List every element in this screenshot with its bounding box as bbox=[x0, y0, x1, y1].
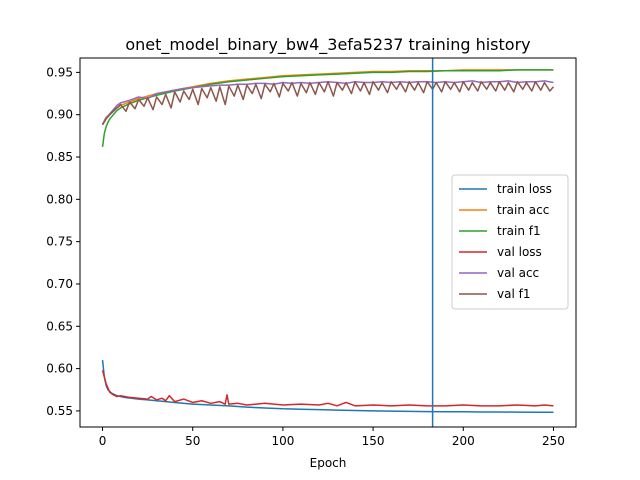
y-tick-label: 0.70 bbox=[46, 277, 73, 291]
legend-label-val-f1: val f1 bbox=[497, 287, 530, 301]
x-axis-label: Epoch bbox=[310, 456, 347, 470]
y-tick-label: 0.65 bbox=[46, 319, 73, 333]
x-tick-label: 250 bbox=[542, 434, 565, 448]
chart-title: onet_model_binary_bw4_3efa5237 training … bbox=[125, 35, 530, 55]
legend: train loss train acc train f1 val loss val a… bbox=[451, 174, 569, 310]
x-tick-label: 100 bbox=[271, 434, 294, 448]
legend-label-val-acc: val acc bbox=[497, 266, 539, 280]
x-tick-label: 50 bbox=[185, 434, 200, 448]
y-tick-label: 0.75 bbox=[46, 235, 73, 249]
series-line-train-f1 bbox=[101, 69, 554, 147]
x-tick-label: 150 bbox=[362, 434, 385, 448]
legend-box bbox=[451, 174, 569, 310]
y-tick-label: 0.60 bbox=[46, 362, 73, 376]
y-tick-label: 0.55 bbox=[46, 404, 73, 418]
series-line-val-f1 bbox=[101, 80, 555, 126]
x-axis: 0 50 100 150 200 250 bbox=[99, 427, 565, 448]
x-tick-label: 0 bbox=[99, 434, 107, 448]
series-line-val-loss bbox=[101, 370, 554, 407]
legend-label-train-acc: train acc bbox=[497, 203, 549, 217]
axes-frame bbox=[79, 57, 577, 428]
x-tick-label: 200 bbox=[452, 434, 475, 448]
legend-label-train-loss: train loss bbox=[497, 182, 552, 196]
legend-label-train-f1: train f1 bbox=[497, 224, 541, 238]
legend-entries: train loss train acc train f1 val loss val a… bbox=[459, 182, 552, 301]
series-layer bbox=[101, 69, 555, 413]
y-tick-label: 0.95 bbox=[46, 65, 73, 79]
legend-label-val-loss: val loss bbox=[497, 245, 542, 259]
y-axis: 0.55 0.60 0.65 0.70 0.75 0.80 0.85 0.90 0.95 bbox=[46, 65, 80, 418]
y-tick-label: 0.90 bbox=[46, 108, 73, 122]
y-tick-label: 0.85 bbox=[46, 150, 73, 164]
series-line-val-acc bbox=[101, 80, 554, 125]
y-tick-label: 0.80 bbox=[46, 192, 73, 206]
